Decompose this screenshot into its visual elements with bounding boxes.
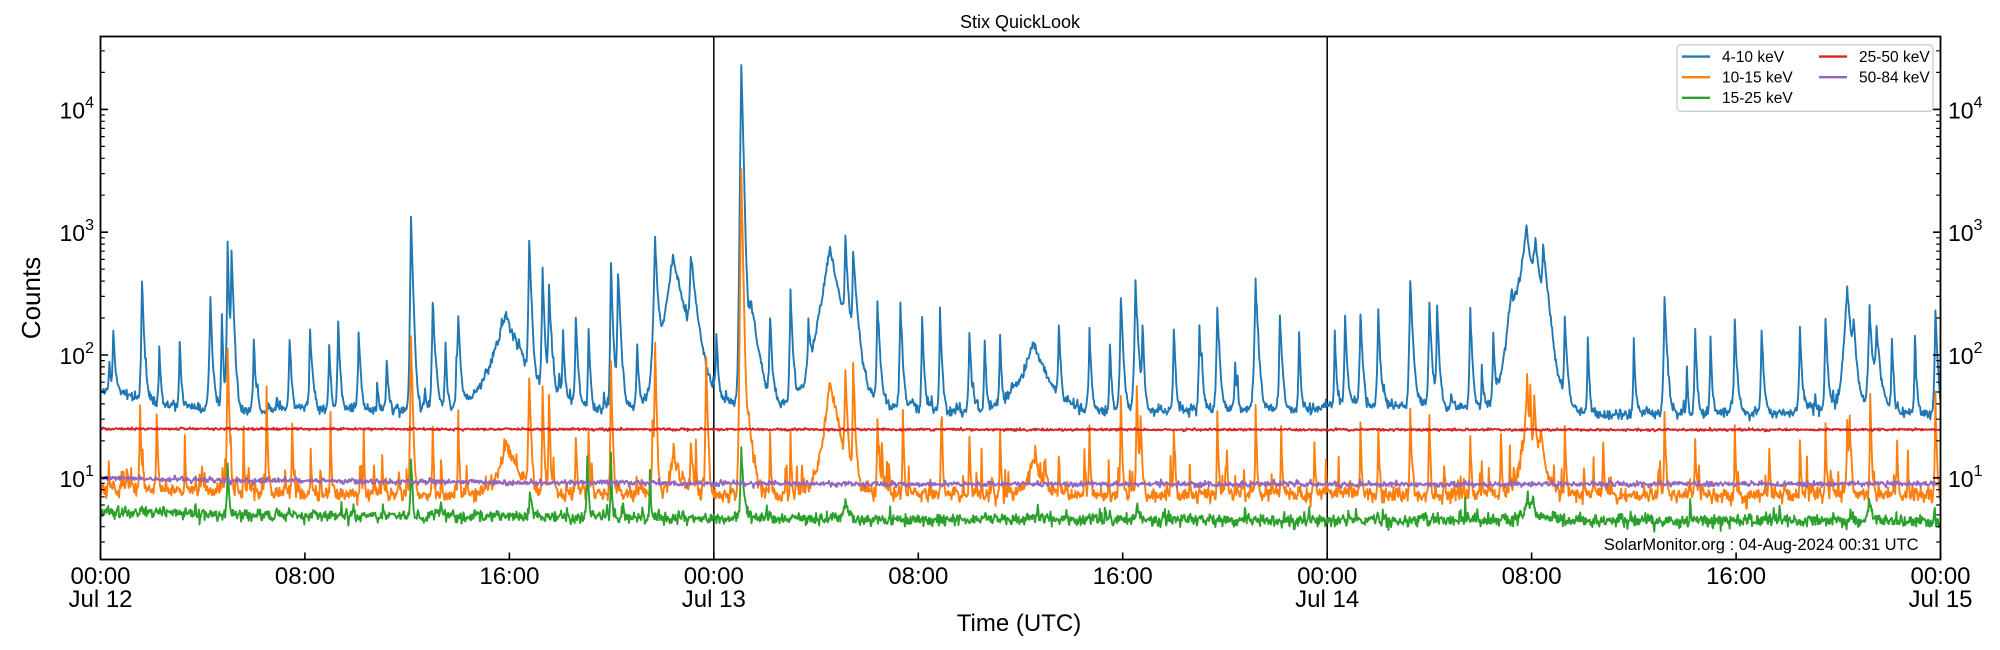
svg-text:4-10 keV: 4-10 keV: [1722, 49, 1785, 66]
svg-text:16:00: 16:00: [479, 563, 539, 590]
svg-text:00:00: 00:00: [1910, 563, 1970, 590]
svg-text:Stix QuickLook: Stix QuickLook: [960, 12, 1081, 32]
svg-text:103: 103: [60, 217, 95, 246]
svg-text:16:00: 16:00: [1093, 563, 1153, 590]
svg-text:25-50 keV: 25-50 keV: [1859, 49, 1930, 66]
svg-text:Jul 13: Jul 13: [682, 586, 746, 613]
svg-text:SolarMonitor.org : 04-Aug-2024: SolarMonitor.org : 04-Aug-2024 00:31 UTC: [1604, 536, 1919, 554]
svg-text:08:00: 08:00: [888, 563, 948, 590]
svg-text:00:00: 00:00: [70, 563, 130, 590]
svg-text:Jul 12: Jul 12: [68, 586, 132, 613]
svg-text:Jul 14: Jul 14: [1295, 586, 1359, 613]
svg-text:15-25 keV: 15-25 keV: [1722, 90, 1793, 107]
svg-text:16:00: 16:00: [1706, 563, 1766, 590]
svg-text:Counts: Counts: [16, 257, 46, 339]
svg-text:00:00: 00:00: [684, 563, 744, 590]
svg-text:00:00: 00:00: [1297, 563, 1357, 590]
svg-text:10-15 keV: 10-15 keV: [1722, 70, 1793, 87]
svg-text:08:00: 08:00: [275, 563, 335, 590]
svg-text:Time (UTC): Time (UTC): [957, 610, 1081, 637]
svg-text:08:00: 08:00: [1502, 563, 1562, 590]
svg-text:Jul 15: Jul 15: [1908, 586, 1972, 613]
svg-text:50-84 keV: 50-84 keV: [1859, 70, 1930, 87]
